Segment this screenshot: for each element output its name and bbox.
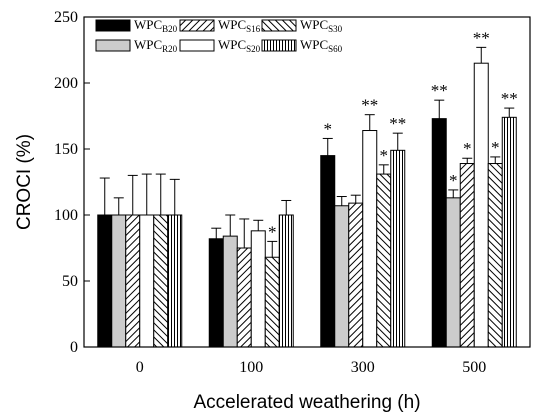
- bar-s16-100: [236, 247, 252, 348]
- bar-s20-300: [362, 130, 378, 348]
- bar-s20-500: [473, 62, 489, 348]
- legend-swatch-s30: [261, 19, 297, 32]
- bar-s60-300: [390, 149, 406, 348]
- x-tick-label: 500: [462, 359, 486, 376]
- significance-marker: **: [361, 96, 378, 115]
- bar-s60-0: [167, 214, 183, 348]
- x-axis: 0 100 300 500: [136, 341, 486, 376]
- bar-s20-100: [250, 230, 266, 348]
- significance-marker: *: [449, 171, 458, 190]
- bar-s16-0: [125, 214, 141, 348]
- x-tick-label: 100: [239, 359, 263, 376]
- significance-marker: **: [501, 89, 518, 108]
- legend-swatch-s20: [179, 39, 215, 52]
- y-tick-label: 50: [62, 273, 78, 290]
- legend-label-s30: WPCS30: [300, 17, 343, 34]
- legend-label-r20: WPCR20: [134, 37, 178, 54]
- bar-s30-100: [264, 256, 280, 348]
- legend-label-s20: WPCS20: [218, 37, 261, 54]
- y-tick-label: 100: [54, 207, 78, 224]
- bar-s30-500: [487, 163, 503, 348]
- legend-swatch-b20: [95, 19, 131, 32]
- bar-r20-0: [111, 214, 127, 348]
- significance-marker: **: [389, 114, 406, 133]
- significance-marker: *: [463, 139, 472, 158]
- bar-s30-0: [153, 214, 169, 348]
- legend-swatch-s16: [179, 19, 215, 32]
- significance-marker: *: [491, 138, 500, 157]
- legend-label-s16: WPCS16: [218, 17, 261, 34]
- x-axis-title: Accelerated weathering (h): [193, 392, 420, 413]
- legend-swatch-r20: [95, 39, 131, 52]
- bar-r20-500: [445, 197, 461, 348]
- significance-marker: **: [431, 81, 448, 100]
- bar-b20-100: [208, 238, 224, 348]
- y-tick-label: 250: [54, 9, 78, 26]
- x-tick-label: 300: [351, 359, 375, 376]
- legend-label-b20: WPCB20: [134, 17, 178, 34]
- legend-label-s60: WPCS60: [300, 37, 343, 54]
- significance-markers: *********** *****: [268, 28, 518, 241]
- x-tick-label: 0: [136, 359, 144, 376]
- y-tick-label: 150: [54, 141, 78, 158]
- significance-marker: *: [324, 119, 333, 138]
- bar-s16-300: [348, 202, 364, 348]
- legend-swatch-s60: [261, 39, 297, 52]
- bar-s16-500: [459, 163, 475, 348]
- y-tick-label: 200: [54, 75, 78, 92]
- y-axis-title: CROCI (%): [14, 134, 35, 230]
- bar-s60-500: [501, 116, 517, 348]
- bar-b20-500: [431, 118, 447, 348]
- legend: WPCB20 WPCS16 WPCS30 WPCR20 WPCS20 WPCS60: [95, 17, 343, 54]
- bar-s20-0: [139, 214, 155, 348]
- plot-frame: [83, 16, 531, 348]
- bar-r20-100: [222, 235, 238, 348]
- bar-r20-300: [334, 205, 350, 348]
- bar-b20-0: [97, 214, 113, 348]
- significance-marker: *: [268, 222, 277, 241]
- error-bars: [99, 46, 515, 258]
- bar-b20-300: [320, 155, 336, 348]
- y-tick-label: 0: [70, 339, 78, 356]
- significance-marker: **: [473, 28, 490, 47]
- bar-s30-300: [376, 173, 392, 348]
- bar-s60-100: [278, 214, 294, 348]
- significance-marker: *: [380, 146, 389, 165]
